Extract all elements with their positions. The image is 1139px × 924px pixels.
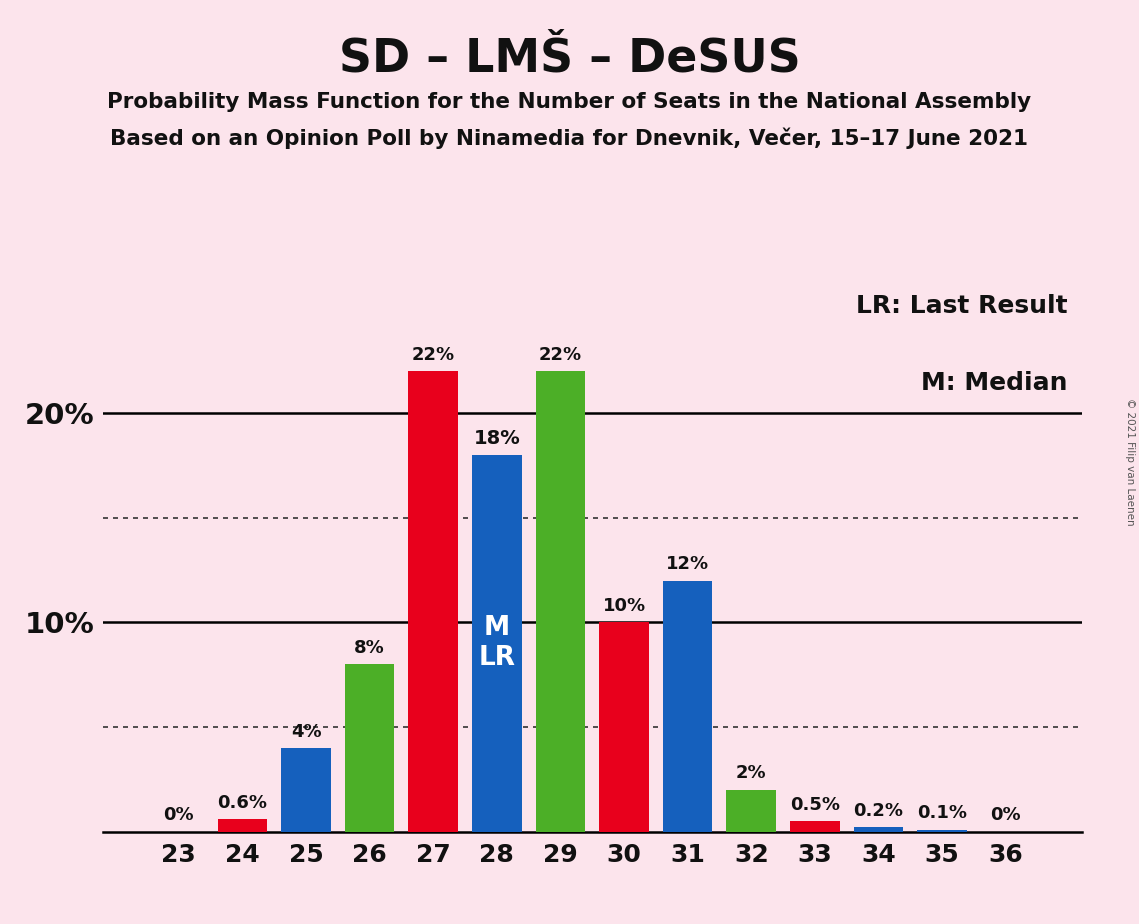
Text: 2%: 2% [736, 764, 767, 783]
Text: 10%: 10% [603, 597, 646, 615]
Bar [409, 371, 458, 832]
Bar [345, 664, 394, 832]
Text: 0.6%: 0.6% [218, 794, 268, 811]
Text: M: Median: M: Median [920, 371, 1067, 395]
Bar [917, 830, 967, 832]
Bar [535, 371, 585, 832]
Bar [727, 790, 776, 832]
Text: Probability Mass Function for the Number of Seats in the National Assembly: Probability Mass Function for the Number… [107, 92, 1032, 113]
Bar [218, 819, 268, 832]
Text: LR: Last Result: LR: Last Result [855, 294, 1067, 318]
Bar [854, 827, 903, 832]
Text: Based on an Opinion Poll by Ninamedia for Dnevnik, Večer, 15–17 June 2021: Based on an Opinion Poll by Ninamedia fo… [110, 128, 1029, 149]
Bar [281, 748, 330, 832]
Text: 4%: 4% [290, 723, 321, 741]
Text: 0%: 0% [991, 807, 1021, 824]
Bar [472, 455, 522, 832]
Text: SD – LMŠ – DeSUS: SD – LMŠ – DeSUS [338, 37, 801, 82]
Text: © 2021 Filip van Laenen: © 2021 Filip van Laenen [1125, 398, 1134, 526]
Text: 0.2%: 0.2% [853, 802, 903, 821]
Bar [790, 821, 839, 832]
Text: 18%: 18% [474, 429, 521, 448]
Text: 12%: 12% [666, 555, 710, 573]
Text: 0.1%: 0.1% [917, 804, 967, 822]
Bar [663, 580, 713, 832]
Text: 22%: 22% [411, 346, 454, 364]
Text: 0.5%: 0.5% [790, 796, 839, 814]
Text: 22%: 22% [539, 346, 582, 364]
Text: M
LR: M LR [478, 615, 515, 672]
Bar [599, 623, 649, 832]
Text: 8%: 8% [354, 638, 385, 657]
Text: 0%: 0% [164, 807, 194, 824]
